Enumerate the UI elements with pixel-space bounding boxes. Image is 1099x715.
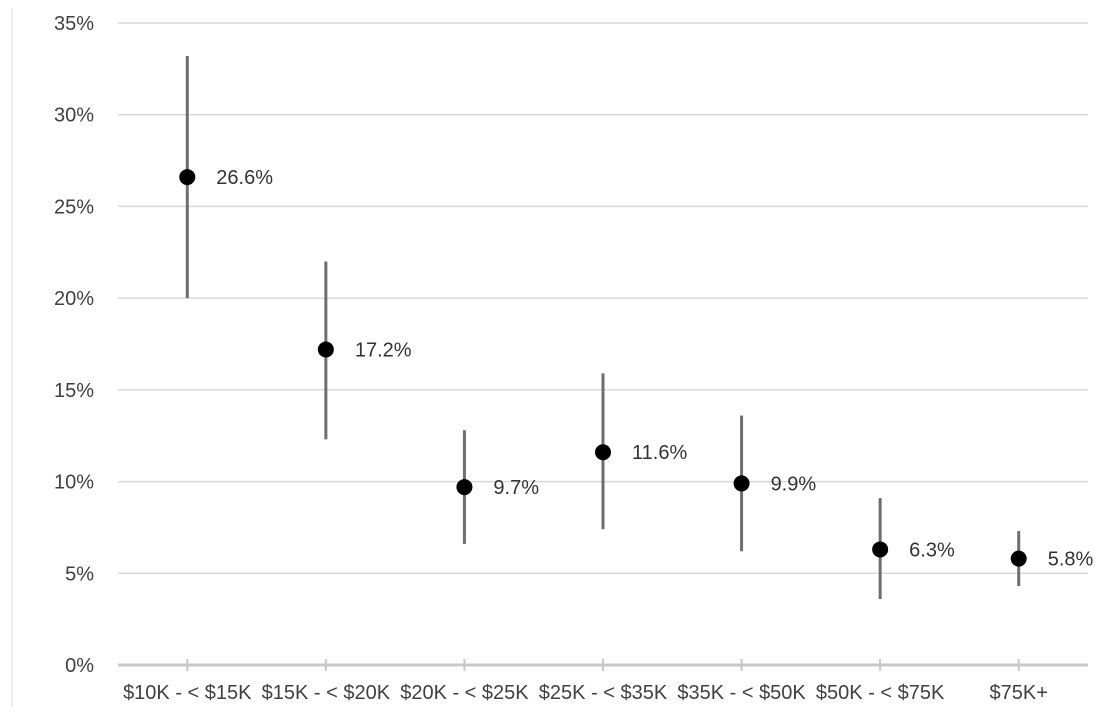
data-point xyxy=(872,541,889,558)
x-tick-label: $75K+ xyxy=(990,682,1048,704)
data-point xyxy=(456,479,473,496)
y-tick-label: 10% xyxy=(54,472,94,494)
x-tick-label: $10K - < $15K xyxy=(123,682,252,704)
x-tick-label: $20K - < $25K xyxy=(400,682,529,704)
data-point xyxy=(1010,550,1027,567)
x-tick-label: $15K - < $20K xyxy=(262,682,391,704)
data-label: 6.3% xyxy=(909,539,955,561)
data-label: 11.6% xyxy=(632,442,687,464)
data-label: 5.8% xyxy=(1048,549,1094,571)
data-label: 17.2% xyxy=(355,340,412,362)
data-label: 26.6% xyxy=(216,167,273,189)
series: 26.6% 17.2% 9.7% 11.6% 9.9% 6.3% 5.8% xyxy=(179,56,1094,599)
x-tick-label: $35K - < $50K xyxy=(677,682,806,704)
y-tick-label: 0% xyxy=(65,655,94,677)
data-label: 9.7% xyxy=(493,477,539,499)
data-point xyxy=(733,475,750,492)
x-axis: $10K - < $15K $15K - < $20K $20K - < $25K $… xyxy=(118,659,1088,704)
y-tick-label: 5% xyxy=(65,563,94,585)
x-tick-label: $25K - < $35K xyxy=(539,682,668,704)
data-point xyxy=(179,169,196,186)
data-point xyxy=(317,341,334,358)
y-tick-label: 20% xyxy=(54,288,94,310)
y-tick-label: 15% xyxy=(54,380,94,402)
y-axis: 0% 5% 10% 15% 20% 25% 30% 35% xyxy=(54,13,94,677)
data-point xyxy=(595,444,611,461)
x-tick-label: $50K - < $75K xyxy=(816,682,945,704)
data-label: 9.9% xyxy=(771,473,817,495)
y-tick-label: 30% xyxy=(54,105,94,127)
y-tick-label: 25% xyxy=(54,196,94,218)
y-tick-label: 35% xyxy=(54,13,94,35)
